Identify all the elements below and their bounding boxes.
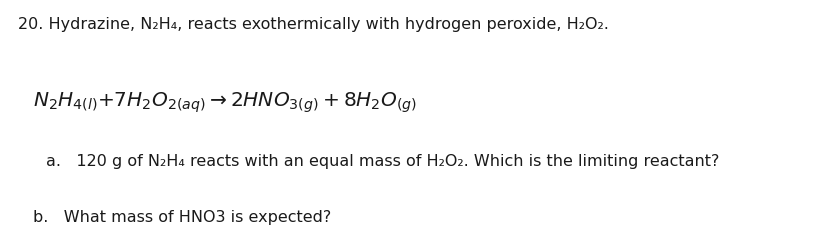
Text: a.   120 g of N₂H₄ reacts with an equal mass of H₂O₂. Which is the limiting reac: a. 120 g of N₂H₄ reacts with an equal ma…	[46, 154, 719, 169]
Text: b.   What mass of HNO3 is expected?: b. What mass of HNO3 is expected?	[33, 210, 331, 225]
Text: $N_2H_{4(l)}$$ + 7H_2O_{2(aq)} \rightarrow 2HNO_{3(g)} + 8H_2O_{(g)}$: $N_2H_{4(l)}$$ + 7H_2O_{2(aq)} \rightarr…	[33, 90, 418, 115]
Text: 20. Hydrazine, N₂H₄, reacts exothermically with hydrogen peroxide, H₂O₂.: 20. Hydrazine, N₂H₄, reacts exothermical…	[18, 17, 609, 32]
